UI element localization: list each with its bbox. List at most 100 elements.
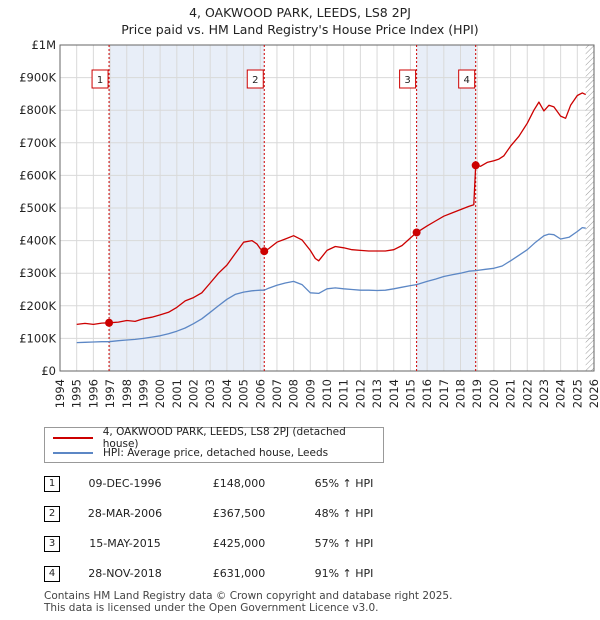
transaction-price: £631,000: [212, 567, 266, 580]
x-tick-label: 2005: [237, 379, 251, 408]
sale-point: [260, 247, 269, 256]
x-tick-label: 2015: [403, 379, 417, 408]
y-tick-label: £200K: [19, 299, 56, 313]
x-tick-label: 1994: [53, 379, 67, 408]
x-tick-label: 2023: [537, 379, 551, 408]
x-tick-label: 2006: [253, 379, 267, 408]
transaction-date: 15-MAY-2015: [89, 537, 161, 550]
x-tick-label: 2016: [420, 379, 434, 408]
y-axis-ticks: £0 £100K £200K £300K £400K £500K £600K £700K £80…: [19, 38, 56, 378]
x-tick-label: 2024: [554, 379, 568, 408]
sale-label-box: [246, 69, 264, 89]
x-tick-label: 1997: [103, 379, 117, 408]
y-tick-label: £600K: [19, 168, 56, 182]
x-tick-label: 2019: [470, 379, 484, 408]
x-tick-label: 2001: [170, 379, 184, 408]
sale-label-text: 1: [97, 75, 103, 86]
footer-copyright: Contains HM Land Registry data © Crown c…: [44, 590, 453, 602]
x-tick-label: 2003: [203, 379, 217, 408]
sale-point: [105, 318, 114, 327]
table-row: 3 15-MAY-2015 £425,000 57% ↑ HPI: [44, 536, 404, 552]
x-tick-label: 2007: [270, 379, 284, 408]
grid-lines: [59, 44, 595, 372]
x-tick-label: 2021: [504, 379, 518, 408]
transaction-hpi-change: 91% ↑ HPI: [314, 567, 374, 580]
y-tick-label: £400K: [19, 234, 56, 248]
y-tick-label: £700K: [19, 136, 56, 150]
x-tick-label: 2002: [187, 379, 201, 408]
series-lines: [76, 92, 586, 344]
sale-label-box: [458, 69, 476, 89]
legend-label-hpi: HPI: Average price, detached house, Leed…: [103, 447, 329, 459]
chart-title: 4, OAKWOOD PARK, LEEDS, LS8 2PJ: [189, 5, 411, 20]
transaction-price: £367,500: [212, 507, 266, 520]
series-line-property: [76, 92, 586, 326]
chart-title-block: 4, OAKWOOD PARK, LEEDS, LS8 2PJ Price pa…: [0, 4, 600, 38]
transaction-hpi-change: 48% ↑ HPI: [314, 507, 374, 520]
y-tick-label: £300K: [19, 266, 56, 280]
sale-points: [105, 161, 480, 327]
transaction-price: £148,000: [212, 477, 266, 490]
sale-label-box: [399, 69, 417, 89]
y-tick-label: £800K: [19, 103, 56, 117]
x-tick-label: 2014: [387, 379, 401, 408]
legend-item-hpi: HPI: Average price, detached house, Leed…: [53, 446, 328, 460]
future-hatch-region: [585, 45, 594, 371]
y-tick-label: £500K: [19, 201, 56, 215]
x-tick-label: 2017: [437, 379, 451, 408]
x-tick-label: 2004: [220, 379, 234, 408]
sale-point: [471, 161, 480, 170]
future-hatch: [585, 45, 594, 371]
plot-frame: [59, 44, 595, 372]
legend-swatch-hpi: [53, 452, 93, 454]
transaction-number: 1: [44, 476, 60, 492]
footer-licence: This data is licensed under the Open Gov…: [44, 602, 379, 614]
legend: 4, OAKWOOD PARK, LEEDS, LS8 2PJ (detache…: [44, 426, 384, 463]
x-tick-label: 2020: [487, 379, 501, 408]
x-tick-label: 1998: [120, 379, 134, 408]
x-tick-label: 2025: [570, 379, 584, 408]
x-tick-label: 2010: [320, 379, 334, 408]
transaction-date: 28-MAR-2006: [87, 507, 163, 520]
transaction-date: 28-NOV-2018: [88, 567, 162, 580]
x-axis-ticks: 1994 1995 1996 1997 1998 1999 2000 2001 2002 2003…: [53, 379, 600, 408]
y-tick-label: £0: [41, 364, 56, 378]
transaction-number: 2: [44, 506, 60, 522]
x-tick-label: 2009: [303, 379, 317, 408]
x-tick-label: 2012: [353, 379, 367, 408]
transaction-number: 4: [44, 566, 60, 582]
chart-subtitle: Price paid vs. HM Land Registry's House …: [121, 22, 479, 37]
transaction-hpi-change: 65% ↑ HPI: [314, 477, 374, 490]
transaction-price: £425,000: [212, 537, 266, 550]
legend-label-property: 4, OAKWOOD PARK, LEEDS, LS8 2PJ (detache…: [102, 426, 346, 450]
footer: Contains HM Land Registry data © Crown c…: [44, 590, 452, 614]
sale-label-boxes: 1 2 3 4: [91, 69, 476, 89]
legend-swatch-property: [53, 437, 93, 439]
transaction-date: 09-DEC-1996: [88, 477, 162, 490]
x-tick-label: 1999: [136, 379, 150, 408]
x-tick-label: 2022: [520, 379, 534, 408]
transaction-hpi-change: 57% ↑ HPI: [314, 537, 374, 550]
y-tick-label: £100K: [19, 331, 56, 345]
sale-label-text: 2: [252, 75, 258, 86]
sale-label-text: 3: [404, 75, 410, 86]
x-tick-label: 1996: [86, 379, 100, 408]
x-tick-label: 1995: [70, 379, 84, 408]
transaction-number: 3: [44, 536, 60, 552]
x-tick-label: 2013: [370, 379, 384, 408]
series-line-hpi: [76, 226, 586, 344]
sale-point: [412, 228, 421, 237]
table-row: 2 28-MAR-2006 £367,500 48% ↑ HPI: [44, 506, 404, 522]
y-tick-label: £900K: [19, 71, 56, 85]
sale-label-box: [91, 69, 109, 89]
y-tick-label: £1M: [31, 38, 56, 52]
x-tick-label: 2008: [287, 379, 301, 408]
x-tick-label: 2026: [587, 379, 600, 408]
sale-label-text: 4: [463, 75, 469, 86]
x-tick-label: 2018: [454, 379, 468, 408]
legend-item-property: 4, OAKWOOD PARK, LEEDS, LS8 2PJ (detache…: [53, 426, 383, 450]
price-chart: 1 2 3 4 £0 £100K £200K £300K £400K £500K £600K £70…: [19, 38, 600, 408]
table-row: 4 28-NOV-2018 £631,000 91% ↑ HPI: [44, 566, 404, 582]
table-row: 1 09-DEC-1996 £148,000 65% ↑ HPI: [44, 476, 404, 492]
x-tick-label: 2000: [153, 379, 167, 408]
